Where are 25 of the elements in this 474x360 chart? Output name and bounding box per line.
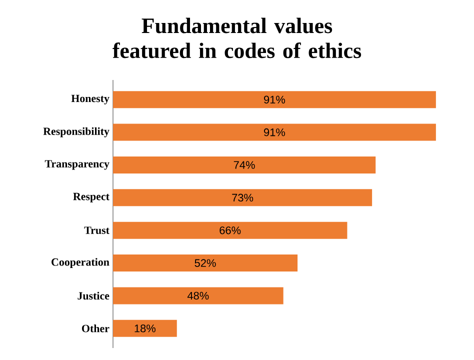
- bar: [113, 320, 177, 337]
- bar: [113, 287, 284, 304]
- y-tick-label: Justice: [78, 292, 110, 300]
- y-tick-label: Trust: [84, 226, 110, 234]
- data-label: 18%: [134, 324, 156, 332]
- data-label: 52%: [194, 259, 216, 267]
- bar: [113, 156, 376, 174]
- bar: [113, 189, 372, 206]
- bar: [113, 254, 298, 272]
- y-tick-label: Other: [82, 324, 110, 332]
- data-label: 74%: [234, 161, 255, 169]
- chart-title: Fundamental values featured in codes of ethics: [112, 18, 362, 58]
- data-label: 48%: [187, 292, 209, 300]
- bar: [113, 124, 436, 141]
- y-tick-label: Honesty: [71, 94, 110, 104]
- bar: [113, 222, 348, 239]
- data-label: 91%: [264, 128, 286, 136]
- bar: [113, 91, 436, 108]
- data-label: 73%: [232, 194, 254, 202]
- data-label: 91%: [264, 96, 286, 104]
- y-tick-label: Transparency: [44, 160, 110, 170]
- y-tick-label: Cooperation: [52, 258, 110, 268]
- y-tick-label: Respect: [73, 192, 110, 202]
- y-tick-label: Responsibility: [43, 127, 110, 138]
- data-label: 66%: [220, 226, 241, 234]
